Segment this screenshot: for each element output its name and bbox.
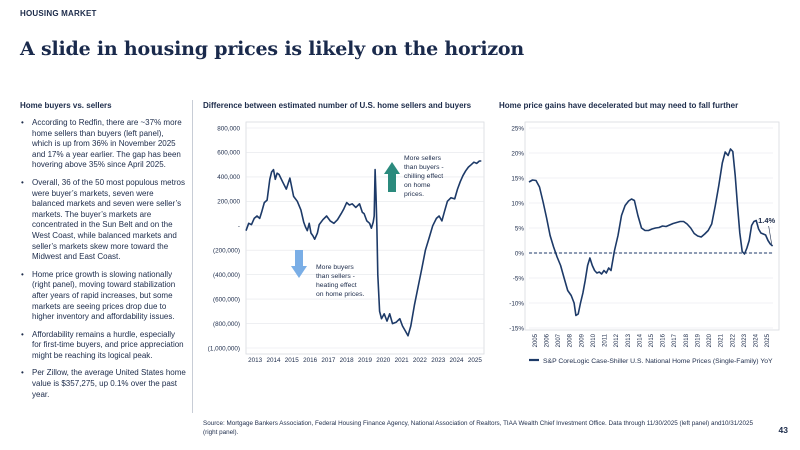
chart2-y-tick: -15% bbox=[509, 325, 524, 332]
chart2-x-tick: 2007 bbox=[556, 333, 562, 347]
bullet-item: Affordability remains a hurdle, especial… bbox=[20, 330, 186, 362]
chart1-x-tick: 2015 bbox=[285, 357, 300, 364]
section-kicker: HOUSING MARKET bbox=[20, 9, 97, 18]
annotation-sellers-line: on home bbox=[404, 182, 431, 189]
chart2-x-tick: 2016 bbox=[661, 333, 667, 347]
chart2-y-tick: 25% bbox=[511, 125, 524, 132]
chart2-x-tick: 2011 bbox=[603, 333, 609, 347]
chart1-x-tick: 2013 bbox=[248, 357, 263, 364]
chart2-x-tick: 2015 bbox=[649, 333, 655, 347]
chart1-y-tick: - bbox=[238, 223, 240, 230]
bullet-item: According to Redfin, there are ~37% more… bbox=[20, 118, 186, 171]
chart1-frame bbox=[245, 121, 485, 355]
chart1-y-tick: 800,000 bbox=[217, 125, 240, 132]
chart2-x-tick: 2012 bbox=[614, 333, 620, 347]
chart2-x-tick: 2020 bbox=[707, 333, 713, 347]
chart1-x-tick: 2019 bbox=[358, 357, 373, 364]
source-note: Source: Mortgage Bankers Association, Fe… bbox=[203, 420, 754, 436]
arrow-down-icon bbox=[291, 250, 307, 278]
left-panel-heading: Home buyers vs. sellers bbox=[20, 101, 112, 110]
chart2-y-tick: -5% bbox=[513, 275, 525, 282]
chart2-x-tick: 2008 bbox=[568, 333, 574, 347]
chart1-x-tick: 2018 bbox=[340, 357, 355, 364]
chart1-x-tick: 2021 bbox=[395, 357, 410, 364]
chart2-x-tick: 2019 bbox=[695, 333, 701, 347]
chart2-x-tick: 2010 bbox=[591, 333, 597, 347]
chart2-x-tick: 2013 bbox=[626, 333, 632, 347]
chart1-y-tick: (1,000,000) bbox=[208, 345, 240, 352]
annotation-buyers-line: than sellers - bbox=[316, 273, 355, 280]
end-value-label: 1.4% bbox=[758, 216, 775, 225]
column-divider bbox=[192, 100, 193, 413]
chart1-y-tick: (600,000) bbox=[213, 296, 240, 303]
chart2-x-tick: 2005 bbox=[533, 333, 539, 347]
annotation-sellers-line: prices. bbox=[404, 191, 424, 198]
chart1-x-tick: 2023 bbox=[431, 357, 446, 364]
annotation-sellers-line: than buyers - bbox=[404, 164, 444, 171]
chart2-title: Home price gains have decelerated but ma… bbox=[499, 101, 739, 110]
annotation-sellers-line: chilling effect bbox=[404, 173, 443, 180]
bullet-item: Home price growth is slowing nationally … bbox=[20, 270, 186, 323]
chart1-x-tick: 2014 bbox=[266, 357, 281, 364]
chart1-y-tick: 400,000 bbox=[217, 174, 240, 181]
chart1-y-tick: (400,000) bbox=[213, 272, 240, 279]
chart1-x-tick: 2016 bbox=[303, 357, 318, 364]
chart2-y-tick: -10% bbox=[509, 300, 524, 307]
home-price-chart: 25% 20% 15% 10% 5% 0% -5% -10% -15% 2005 2006 2007… bbox=[509, 121, 780, 365]
chart1-y-tick: (800,000) bbox=[213, 321, 240, 328]
chart2-y-tick: 5% bbox=[515, 225, 525, 232]
page-title: A slide in housing prices is likely on t… bbox=[20, 38, 525, 60]
end-label-leader bbox=[768, 225, 772, 245]
annotation-sellers-line: More sellers bbox=[404, 155, 442, 162]
chart1-x-tick: 2020 bbox=[376, 357, 391, 364]
chart2-x-tick: 2024 bbox=[754, 333, 760, 347]
chart2-series-line bbox=[528, 148, 774, 317]
annotation-buyers-line: on home prices. bbox=[316, 291, 364, 298]
chart2-frame bbox=[524, 121, 780, 331]
annotation-buyers-line: More buyers bbox=[316, 264, 354, 271]
chart2-y-tick: 10% bbox=[511, 200, 524, 207]
chart1-x-tick: 2022 bbox=[413, 357, 428, 364]
chart2-x-tick: 2021 bbox=[719, 333, 725, 347]
chart2-x-tick: 2009 bbox=[579, 333, 585, 347]
sellers-buyers-chart: 800,000 600,000 400,000 200,000 - (200,000) (4… bbox=[208, 121, 485, 364]
chart1-title: Difference between estimated number of U… bbox=[203, 101, 472, 110]
chart2-y-tick: 0% bbox=[515, 250, 525, 257]
bullet-list: According to Redfin, there are ~37% more… bbox=[20, 118, 186, 407]
chart1-x-tick: 2025 bbox=[468, 357, 483, 364]
page-number: 43 bbox=[778, 425, 788, 435]
chart2-x-tick: 2023 bbox=[742, 333, 748, 347]
arrow-up-icon bbox=[384, 162, 400, 192]
chart2-x-tick: 2025 bbox=[765, 333, 771, 347]
chart1-x-tick: 2017 bbox=[321, 357, 336, 364]
chart2-y-tick: 20% bbox=[511, 150, 524, 157]
chart1-series-line bbox=[245, 160, 482, 337]
chart2-x-tick: 2014 bbox=[637, 333, 643, 347]
chart2-x-tick: 2006 bbox=[544, 333, 550, 347]
chart2-y-tick: 15% bbox=[511, 175, 524, 182]
chart2-x-tick: 2018 bbox=[684, 333, 690, 347]
chart1-y-tick: 600,000 bbox=[217, 150, 240, 157]
chart1-y-tick: (200,000) bbox=[213, 248, 240, 255]
chart1-x-tick: 2024 bbox=[450, 357, 465, 364]
legend-label: S&P CoreLogic Case-Shiller U.S. National… bbox=[543, 358, 773, 365]
bullet-item: Overall, 36 of the 50 most populous metr… bbox=[20, 178, 186, 263]
bullet-item: Per Zillow, the average United States ho… bbox=[20, 368, 186, 400]
chart1-y-tick: 200,000 bbox=[217, 199, 240, 206]
chart2-x-tick: 2022 bbox=[730, 333, 736, 347]
chart2-x-tick: 2017 bbox=[672, 333, 678, 347]
annotation-buyers-line: heating effect bbox=[316, 282, 357, 289]
